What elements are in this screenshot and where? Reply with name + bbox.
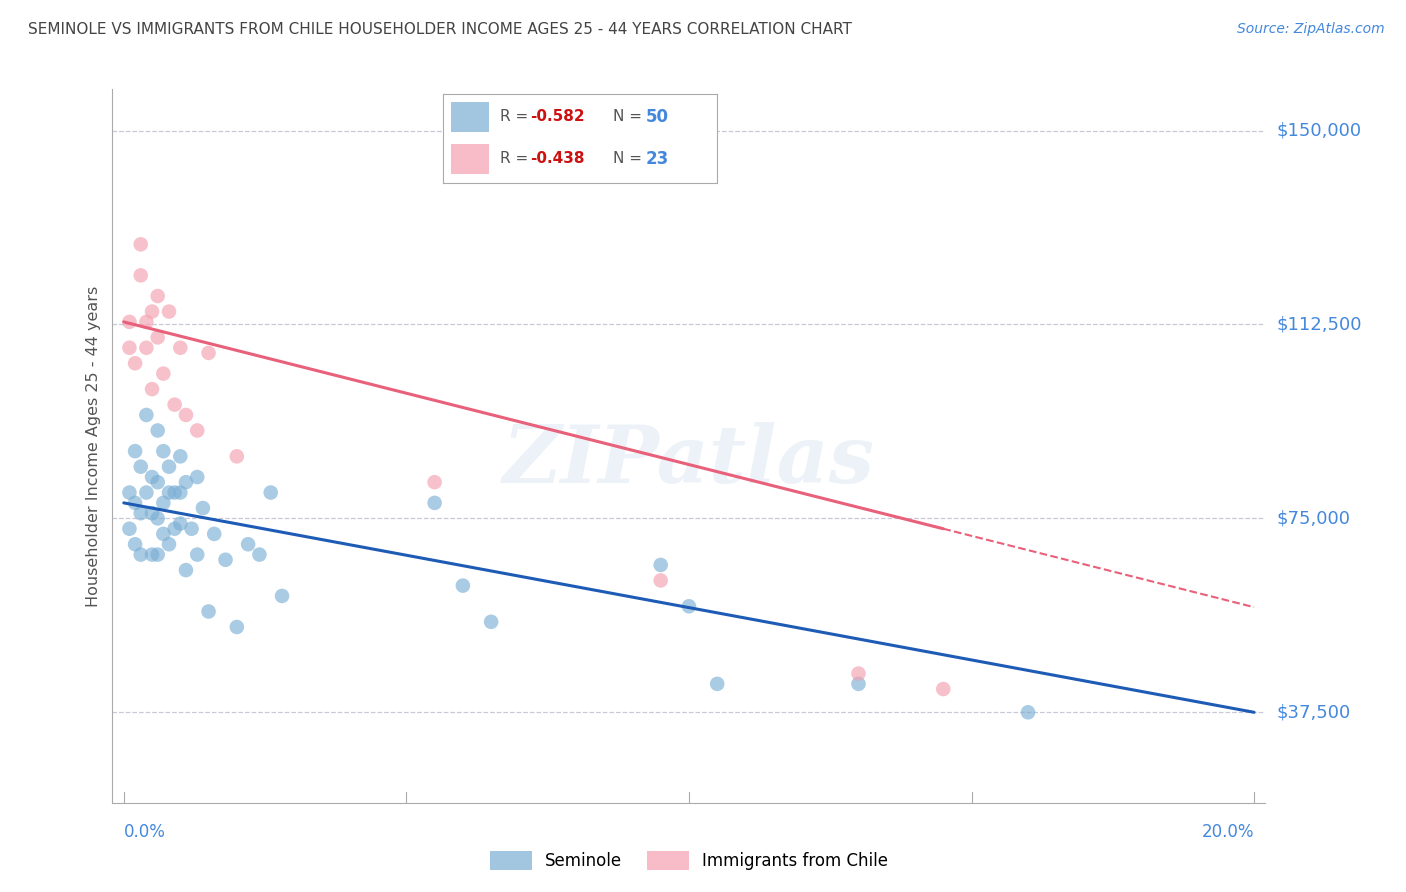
Point	[479, 615, 502, 629]
Point	[202, 527, 225, 541]
Point	[249, 548, 271, 562]
Point	[174, 475, 197, 490]
Point	[163, 398, 186, 412]
Text: N =: N =	[613, 152, 647, 166]
Point	[135, 485, 157, 500]
Text: R =: R =	[501, 110, 534, 124]
Point	[169, 341, 191, 355]
Point	[260, 485, 283, 500]
Legend: Seminole, Immigrants from Chile: Seminole, Immigrants from Chile	[484, 844, 894, 877]
Point	[146, 424, 169, 438]
Point	[169, 485, 191, 500]
Point	[141, 470, 163, 484]
Point	[135, 408, 157, 422]
Point	[848, 666, 870, 681]
Point	[186, 548, 208, 562]
Text: 0.0%: 0.0%	[124, 823, 166, 841]
Point	[152, 367, 174, 381]
Point	[225, 450, 247, 464]
Point	[157, 537, 180, 551]
Point	[129, 237, 152, 252]
Point	[152, 444, 174, 458]
Point	[1017, 706, 1039, 720]
Point	[174, 563, 197, 577]
Point	[124, 356, 146, 370]
Point	[146, 289, 169, 303]
Point	[848, 677, 870, 691]
Text: $75,000: $75,000	[1277, 509, 1351, 527]
Point	[124, 444, 146, 458]
Point	[118, 485, 141, 500]
Text: 20.0%: 20.0%	[1202, 823, 1254, 841]
Y-axis label: Householder Income Ages 25 - 44 years: Householder Income Ages 25 - 44 years	[86, 285, 101, 607]
Point	[650, 558, 672, 572]
Point	[141, 304, 163, 318]
Point	[157, 485, 180, 500]
Point	[169, 516, 191, 531]
Text: Source: ZipAtlas.com: Source: ZipAtlas.com	[1237, 22, 1385, 37]
Point	[423, 475, 446, 490]
Point	[118, 341, 141, 355]
Bar	[451, 102, 489, 132]
Text: $37,500: $37,500	[1277, 703, 1351, 722]
Point	[163, 485, 186, 500]
Point	[186, 424, 208, 438]
Text: R =: R =	[501, 152, 534, 166]
Point	[197, 605, 219, 619]
Point	[118, 522, 141, 536]
Text: 23: 23	[645, 150, 669, 168]
Point	[451, 579, 474, 593]
Point	[146, 511, 169, 525]
Point	[152, 496, 174, 510]
Point	[236, 537, 259, 551]
Point	[191, 501, 214, 516]
Point	[146, 548, 169, 562]
Text: $112,500: $112,500	[1277, 316, 1362, 334]
Point	[124, 537, 146, 551]
Point	[129, 548, 152, 562]
Text: 50: 50	[645, 108, 669, 126]
Text: -0.582: -0.582	[530, 110, 585, 124]
Point	[650, 574, 672, 588]
Point	[146, 330, 169, 344]
Text: ZIPatlas: ZIPatlas	[503, 422, 875, 499]
Point	[157, 459, 180, 474]
Point	[214, 553, 236, 567]
Point	[141, 548, 163, 562]
Point	[423, 496, 446, 510]
Point	[271, 589, 294, 603]
Point	[678, 599, 700, 614]
Point	[141, 506, 163, 520]
Bar	[451, 144, 489, 174]
Point	[135, 341, 157, 355]
Point	[129, 268, 152, 283]
Point	[118, 315, 141, 329]
Point	[932, 681, 955, 696]
Point	[706, 677, 728, 691]
Point	[146, 475, 169, 490]
Point	[152, 527, 174, 541]
Point	[225, 620, 247, 634]
Point	[129, 459, 152, 474]
Point	[169, 450, 191, 464]
Text: $150,000: $150,000	[1277, 121, 1361, 139]
Point	[186, 470, 208, 484]
Text: N =: N =	[613, 110, 647, 124]
Text: SEMINOLE VS IMMIGRANTS FROM CHILE HOUSEHOLDER INCOME AGES 25 - 44 YEARS CORRELAT: SEMINOLE VS IMMIGRANTS FROM CHILE HOUSEH…	[28, 22, 852, 37]
Point	[157, 304, 180, 318]
Text: -0.438: -0.438	[530, 152, 585, 166]
Point	[129, 506, 152, 520]
Point	[135, 315, 157, 329]
Point	[141, 382, 163, 396]
Point	[197, 346, 219, 360]
Point	[180, 522, 202, 536]
Point	[124, 496, 146, 510]
Point	[174, 408, 197, 422]
Point	[163, 522, 186, 536]
